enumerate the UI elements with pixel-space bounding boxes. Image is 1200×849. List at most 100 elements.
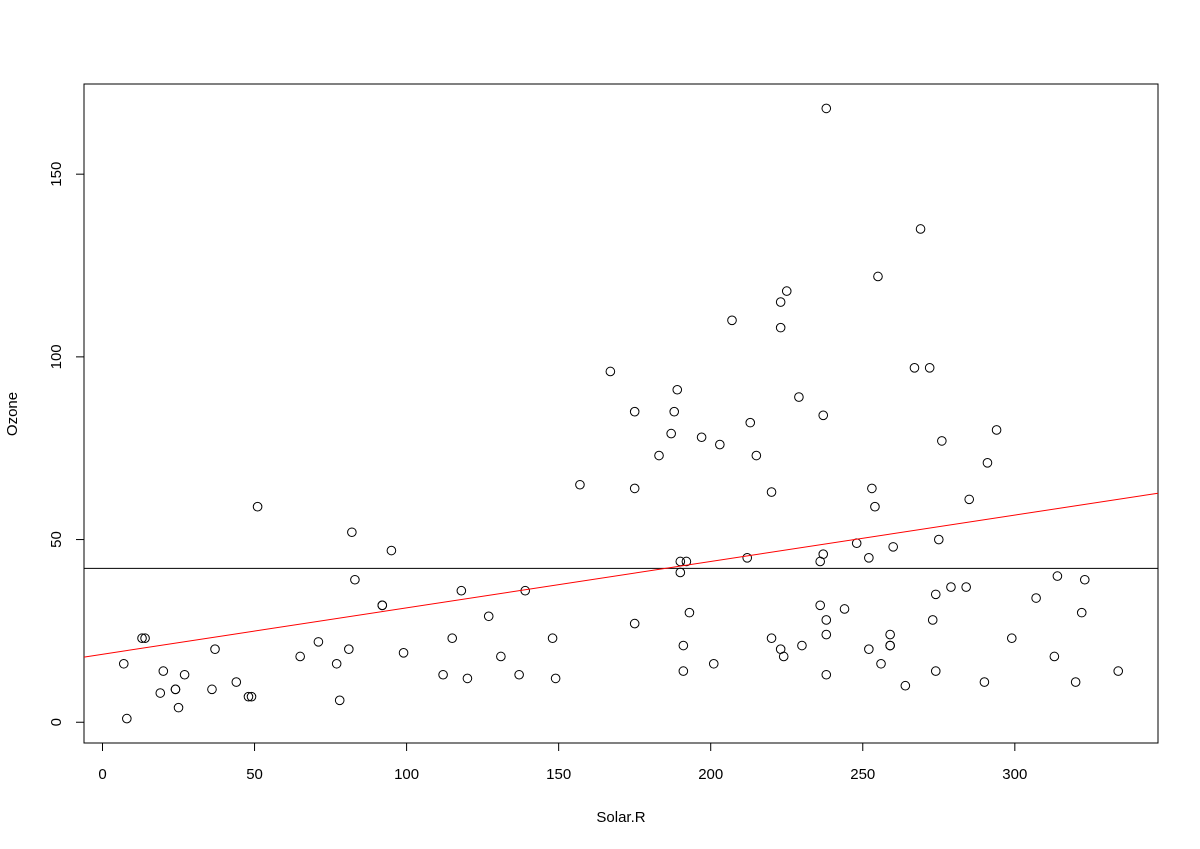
point xyxy=(946,582,956,592)
point xyxy=(173,702,184,713)
point xyxy=(885,640,895,651)
point xyxy=(867,483,877,494)
point xyxy=(158,666,169,676)
point xyxy=(839,604,850,614)
point xyxy=(672,384,683,395)
point xyxy=(550,673,561,684)
point xyxy=(377,600,388,611)
point xyxy=(1049,651,1060,662)
point xyxy=(982,458,993,468)
y-tick-label: 0 xyxy=(48,718,65,726)
point xyxy=(654,450,664,461)
point xyxy=(873,271,883,282)
point xyxy=(1006,633,1017,644)
x-tick-label: 100 xyxy=(394,766,419,783)
y-axis-label: Ozone xyxy=(4,392,21,436)
point xyxy=(684,607,695,618)
point xyxy=(900,680,911,691)
point xyxy=(781,286,792,296)
x-axis-label: Solar.R xyxy=(596,809,645,826)
point xyxy=(438,669,448,680)
point xyxy=(915,224,926,234)
x-tick-label: 150 xyxy=(546,766,571,783)
point xyxy=(243,691,254,702)
point xyxy=(727,315,737,326)
point xyxy=(447,633,458,644)
point xyxy=(547,633,558,644)
point xyxy=(137,633,147,644)
point xyxy=(864,644,874,654)
point xyxy=(295,651,305,662)
point xyxy=(927,615,938,625)
point xyxy=(818,410,829,421)
point xyxy=(331,658,342,669)
x-tick-label: 200 xyxy=(698,766,723,783)
point xyxy=(629,618,640,629)
point xyxy=(775,297,786,307)
point xyxy=(933,534,944,545)
point xyxy=(629,406,640,417)
point xyxy=(398,648,409,658)
point xyxy=(778,651,789,662)
point xyxy=(818,549,829,559)
x-tick-label: 50 xyxy=(246,766,263,783)
point xyxy=(797,640,807,651)
point xyxy=(170,684,181,695)
point xyxy=(456,585,467,596)
y-tick-label: 50 xyxy=(48,531,65,548)
point xyxy=(775,322,786,333)
point xyxy=(605,366,616,377)
point xyxy=(155,688,166,698)
point xyxy=(252,501,263,512)
point xyxy=(122,713,132,724)
point xyxy=(1076,607,1087,618)
point xyxy=(462,673,473,684)
x-tick-label: 0 xyxy=(98,766,106,783)
point xyxy=(210,644,220,654)
point xyxy=(118,658,129,669)
y-tick-label: 150 xyxy=(48,162,65,187)
x-tick-label: 300 xyxy=(1002,766,1027,783)
point xyxy=(979,677,990,687)
point xyxy=(815,600,825,611)
point xyxy=(766,487,777,497)
point xyxy=(179,669,190,680)
point xyxy=(514,669,524,680)
point xyxy=(742,553,753,563)
point xyxy=(751,450,762,461)
point xyxy=(964,494,975,505)
point xyxy=(821,103,832,114)
point xyxy=(715,439,725,450)
point xyxy=(666,428,676,439)
point xyxy=(669,406,680,417)
point xyxy=(207,684,217,695)
point xyxy=(821,629,832,640)
point xyxy=(696,432,707,443)
point xyxy=(246,691,257,702)
point xyxy=(496,651,506,662)
point xyxy=(888,542,898,552)
regression-line xyxy=(83,492,1159,658)
point xyxy=(1070,677,1081,687)
point xyxy=(313,637,324,647)
point xyxy=(864,553,874,563)
point xyxy=(344,644,354,654)
point xyxy=(909,363,920,373)
point xyxy=(629,483,640,494)
point xyxy=(347,527,357,538)
point xyxy=(794,392,804,402)
point xyxy=(876,658,886,669)
point xyxy=(991,425,1002,435)
point xyxy=(386,545,397,556)
point xyxy=(924,363,935,373)
point xyxy=(885,629,895,640)
point xyxy=(870,501,880,512)
point xyxy=(1113,666,1124,676)
point xyxy=(961,582,971,592)
point xyxy=(681,556,692,567)
point xyxy=(708,658,719,669)
point xyxy=(937,436,947,446)
point xyxy=(930,589,941,600)
